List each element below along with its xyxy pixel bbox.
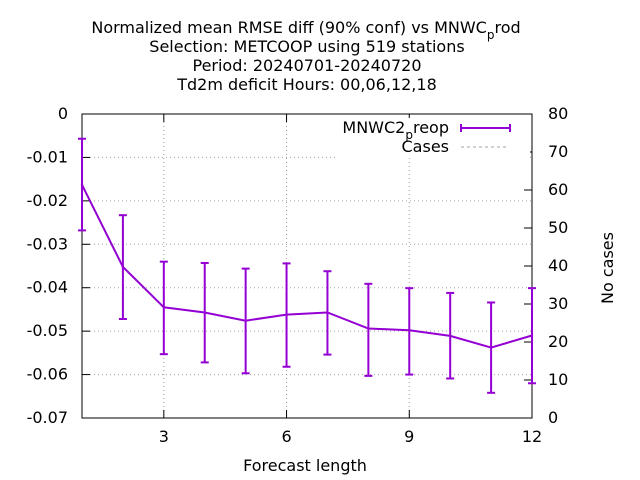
data-point [530,334,534,337]
y-tick-label: -0.04 [27,278,68,297]
legend-key-bg [335,118,530,158]
grid [82,114,532,418]
axis-ticks [82,113,533,419]
series-mnwc2-preop [78,137,536,394]
chart-title: Normalized mean RMSE diff (90% conf) vs … [91,18,520,94]
x-tick-label: 12 [522,427,542,446]
y2-axis-tick-labels: 0 10 20 30 40 50 60 70 80 [548,104,568,427]
y2-tick-label: 70 [548,142,568,161]
y-tick-label: -0.01 [27,147,68,166]
y2-tick-label: 50 [548,218,568,237]
y-tick-label: 0 [58,104,68,123]
legend: MNWC2preop Cases [335,118,530,158]
y-axis-tick-labels: 0 -0.01 -0.02 -0.03 -0.04 -0.05 -0.06 -0.07 [27,104,68,427]
y-tick-label: -0.02 [27,191,68,210]
title-line-1: Normalized mean RMSE diff (90% conf) vs … [91,18,520,42]
data-point [80,183,84,186]
legend-symbol-mnwc2-preop [460,124,511,132]
data-point [326,311,329,314]
data-point [367,327,370,330]
data-point [121,265,125,269]
legend-label-cases: Cases [402,137,450,156]
y2-tick-label: 10 [548,370,568,389]
y2-tick-label: 80 [548,104,568,123]
data-point [408,329,411,332]
x-tick-label: 9 [404,427,414,446]
y-tick-label: -0.06 [27,365,68,384]
x-axis-label: Forecast length [243,456,367,475]
data-point [244,319,247,322]
y2-tick-label: 0 [548,408,558,427]
legend-label-mnwc2-preop: MNWC2preop [342,118,449,142]
y-tick-label: -0.03 [27,234,68,253]
series-line [81,184,533,349]
data-point [489,346,493,349]
y2-tick-label: 60 [548,180,568,199]
x-tick-label: 3 [159,427,169,446]
y2-tick-label: 30 [548,294,568,313]
data-point [448,334,452,338]
plot-frame [81,113,533,419]
title-line-3: Period: 20240701-20240720 [192,56,421,75]
y-tick-label: -0.05 [27,321,68,340]
y2-tick-label: 40 [548,256,568,275]
data-point [162,306,166,309]
y2-axis-label: No cases [598,232,617,304]
x-tick-label: 6 [281,427,291,446]
data-point [285,313,288,316]
y-tick-label: -0.07 [27,408,68,427]
error-bar [364,282,373,377]
title-line-2: Selection: METCOOP using 519 stations [149,37,464,56]
data-point [203,311,206,314]
title-line-4: Td2m deficit Hours: 00,06,12,18 [176,75,437,94]
y2-tick-label: 20 [548,332,568,351]
x-axis-tick-labels: 3 6 9 12 [159,427,542,446]
